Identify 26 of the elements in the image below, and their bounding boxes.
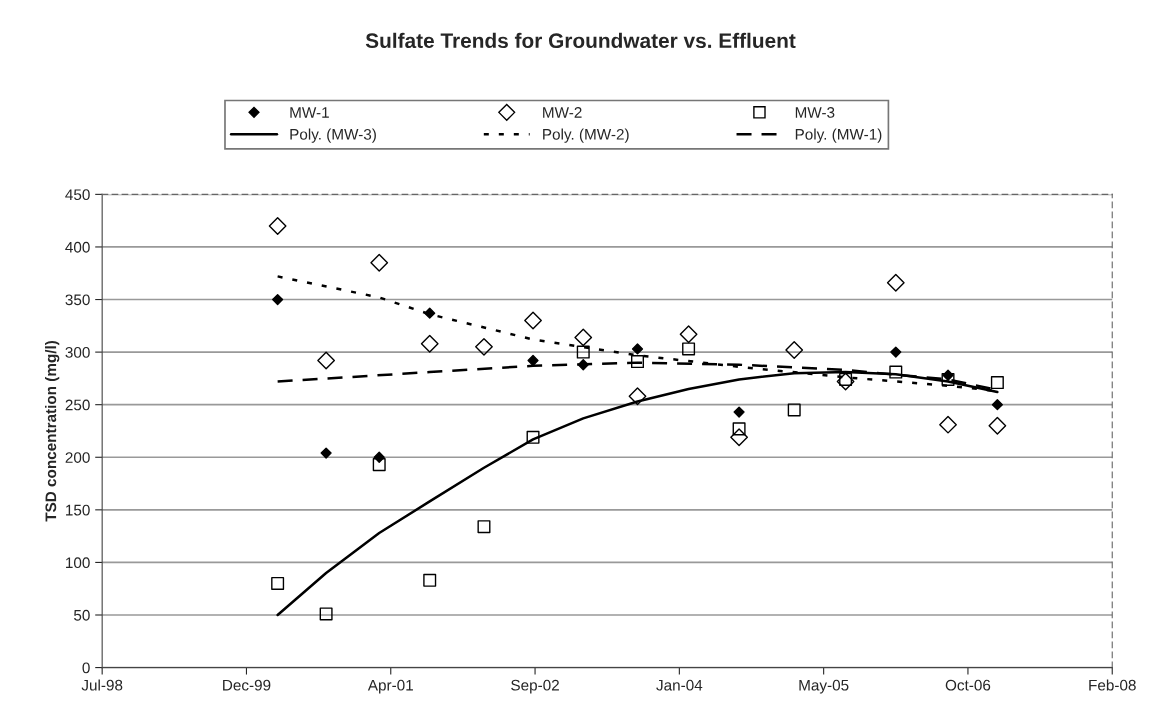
y-tick-label: 200 bbox=[65, 452, 90, 463]
y-tick-label: 450 bbox=[65, 189, 90, 201]
x-tick-label: Sep-02 bbox=[511, 679, 559, 694]
y-tick-label: 250 bbox=[65, 399, 90, 411]
x-tick-label: Jul-98 bbox=[81, 679, 123, 691]
legend-label: MW-3 bbox=[795, 107, 835, 118]
y-tick-label: 350 bbox=[65, 294, 90, 306]
x-tick-label: Apr-01 bbox=[367, 679, 413, 694]
legend-label: Poly. (MW-3) bbox=[290, 128, 376, 143]
legend-label: Poly. (MW-1) bbox=[795, 128, 882, 143]
legend-label: MW-1 bbox=[290, 107, 329, 118]
legend-label: Poly. (MW-2) bbox=[543, 128, 629, 143]
x-tick-label: Feb-08 bbox=[1089, 679, 1136, 691]
y-tick-label: 100 bbox=[66, 557, 90, 569]
x-tick-label: Jan-04 bbox=[656, 679, 703, 691]
x-tick-label: Dec-99 bbox=[223, 679, 271, 691]
y-tick-label: 50 bbox=[73, 609, 90, 621]
y-tick-label: 400 bbox=[65, 241, 90, 253]
x-tick-label: May-05 bbox=[799, 679, 849, 694]
y-tick-label: 150 bbox=[66, 504, 90, 516]
y-tick-label: 300 bbox=[65, 346, 90, 358]
y-axis-title: TSD concentration (mg/l) bbox=[45, 340, 60, 522]
legend-label: MW-2 bbox=[543, 107, 582, 118]
y-tick-label: 0 bbox=[82, 662, 90, 674]
x-tick-label: Oct-06 bbox=[945, 679, 991, 691]
chart-title: Sulfate Trends for Groundwater vs. Effluent bbox=[365, 32, 796, 49]
